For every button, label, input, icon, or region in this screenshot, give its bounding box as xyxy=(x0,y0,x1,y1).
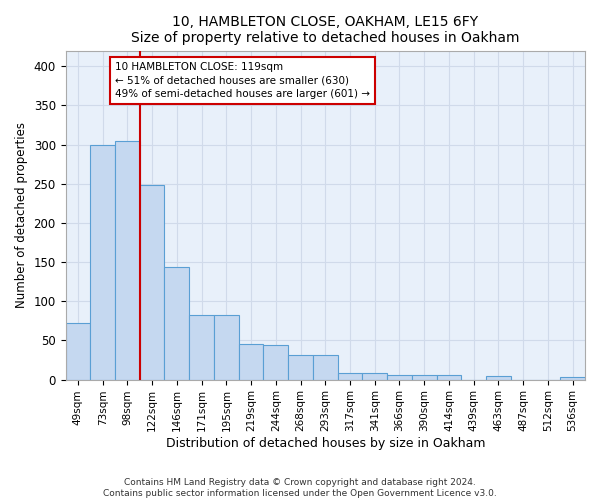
Y-axis label: Number of detached properties: Number of detached properties xyxy=(15,122,28,308)
Bar xyxy=(560,377,585,380)
Text: Contains HM Land Registry data © Crown copyright and database right 2024.
Contai: Contains HM Land Registry data © Crown c… xyxy=(103,478,497,498)
X-axis label: Distribution of detached houses by size in Oakham: Distribution of detached houses by size … xyxy=(166,437,485,450)
Bar xyxy=(486,376,511,380)
Bar xyxy=(115,142,140,380)
Bar xyxy=(164,267,189,380)
Text: 10 HAMBLETON CLOSE: 119sqm
← 51% of detached houses are smaller (630)
49% of sem: 10 HAMBLETON CLOSE: 119sqm ← 51% of deta… xyxy=(115,62,370,98)
Title: 10, HAMBLETON CLOSE, OAKHAM, LE15 6FY
Size of property relative to detached hous: 10, HAMBLETON CLOSE, OAKHAM, LE15 6FY Si… xyxy=(131,15,520,45)
Bar xyxy=(437,375,461,380)
Bar xyxy=(338,372,362,380)
Bar xyxy=(189,314,214,380)
Bar xyxy=(362,374,387,380)
Bar xyxy=(140,184,164,380)
Bar xyxy=(90,144,115,380)
Bar xyxy=(288,354,313,380)
Bar xyxy=(387,375,412,380)
Bar xyxy=(263,345,288,380)
Bar xyxy=(313,354,338,380)
Bar xyxy=(65,323,90,380)
Bar xyxy=(239,344,263,380)
Bar xyxy=(214,314,239,380)
Bar xyxy=(412,375,437,380)
